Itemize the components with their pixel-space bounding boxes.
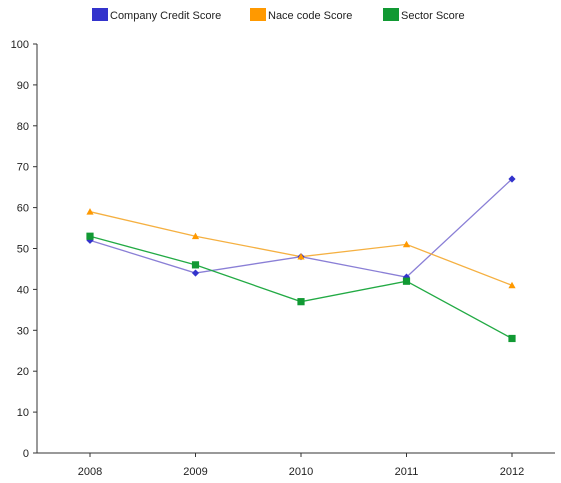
legend-item-nace-code-score: Nace code Score [250, 8, 352, 22]
legend: Company Credit Score Nace code Score Secto… [92, 8, 465, 22]
x-tick-label: 2011 [395, 466, 419, 478]
data-point-nace-code-score [508, 281, 516, 289]
legend-label: Company Credit Score [110, 10, 221, 22]
legend-item-company-credit-score: Company Credit Score [92, 8, 221, 22]
data-point-sector-score [191, 261, 200, 269]
series-line-sector-score [89, 235, 513, 340]
series-line-nace-code-score [89, 211, 513, 286]
data-point-nace-code-score [86, 208, 94, 215]
legend-swatch [250, 8, 266, 21]
legend-item-sector-score: Sector Score [383, 8, 465, 22]
y-tick-label: 80 [17, 121, 29, 133]
data-point-nace-code-score [191, 232, 200, 240]
x-tick-label: 2012 [500, 466, 524, 478]
y-tick-label: 100 [11, 39, 29, 51]
data-point-company-credit-score [191, 269, 200, 277]
y-tick-label: 30 [17, 325, 29, 337]
data-point-nace-code-score [402, 240, 411, 248]
y-axis: 0 10 20 30 40 50 60 70 80 90 100 [11, 39, 38, 460]
data-point-sector-score [297, 298, 305, 306]
x-tick-label: 2008 [78, 466, 102, 478]
data-point-company-credit-score [508, 175, 516, 183]
x-tick-label: 2010 [289, 466, 313, 478]
data-point-company-credit-score [86, 236, 94, 244]
y-tick-label: 90 [17, 80, 29, 92]
legend-label: Sector Score [401, 10, 465, 22]
series-markers [86, 175, 516, 343]
legend-swatch [383, 8, 399, 21]
data-point-sector-score [402, 277, 411, 285]
series-line-company-credit-score [89, 178, 513, 278]
legend-label: Nace code Score [268, 10, 352, 22]
y-tick-label: 50 [17, 244, 29, 256]
data-point-sector-score [86, 232, 94, 240]
legend-swatch [92, 8, 108, 21]
y-tick-label: 0 [23, 448, 29, 460]
y-tick-label: 10 [17, 407, 29, 419]
x-tick-label: 2009 [183, 466, 207, 478]
y-tick-label: 60 [17, 203, 29, 215]
x-axis: 2008 2009 2010 2011 2012 [37, 452, 555, 478]
y-tick-label: 40 [17, 284, 29, 296]
data-point-sector-score [508, 334, 516, 343]
y-tick-label: 70 [17, 162, 29, 174]
y-tick-label: 20 [17, 366, 29, 378]
data-point-nace-code-score [297, 253, 305, 260]
